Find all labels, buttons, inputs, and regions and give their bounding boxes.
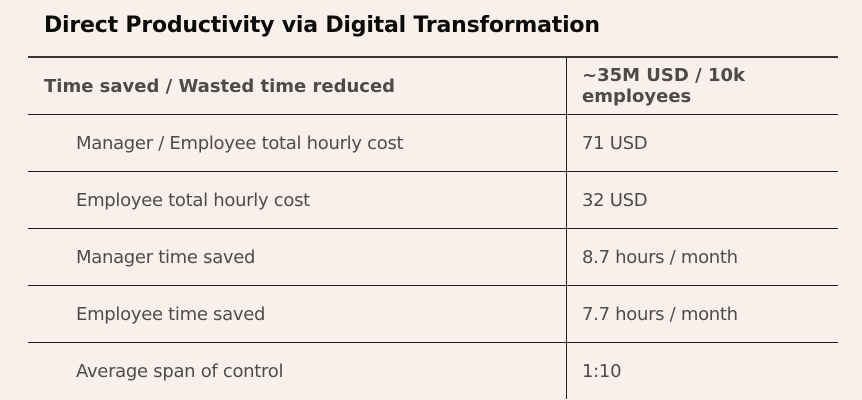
row-label: Average span of control — [76, 360, 284, 382]
table-row: Manager time saved 8.7 hours / month — [28, 228, 838, 286]
header-value-cell: ~35M USD / 10k employees — [566, 56, 838, 115]
table-row: Average span of control 1:10 — [28, 342, 838, 399]
table-row: Employee time saved 7.7 hours / month — [28, 285, 838, 343]
row-value: 8.7 hours / month — [566, 228, 838, 286]
row-value: 32 USD — [566, 171, 838, 229]
table-row: Manager / Employee total hourly cost 71 … — [28, 114, 838, 172]
table-header-row: Time saved / Wasted time reduced ~35M US… — [28, 56, 838, 115]
row-value: 1:10 — [566, 342, 838, 399]
page-title: Direct Productivity via Digital Transfor… — [44, 13, 600, 38]
row-value: 7.7 hours / month — [566, 285, 838, 343]
table-row: Employee total hourly cost 32 USD — [28, 171, 838, 229]
row-label: Employee total hourly cost — [28, 171, 567, 229]
row-label: Manager / Employee total hourly cost — [28, 114, 567, 172]
row-value: 71 USD — [566, 114, 838, 172]
header-label-cell: Time saved / Wasted time reduced — [28, 56, 567, 115]
row-label: Employee time saved — [28, 285, 567, 343]
productivity-table: Time saved / Wasted time reduced ~35M US… — [28, 56, 838, 399]
row-label: Manager time saved — [28, 228, 567, 286]
